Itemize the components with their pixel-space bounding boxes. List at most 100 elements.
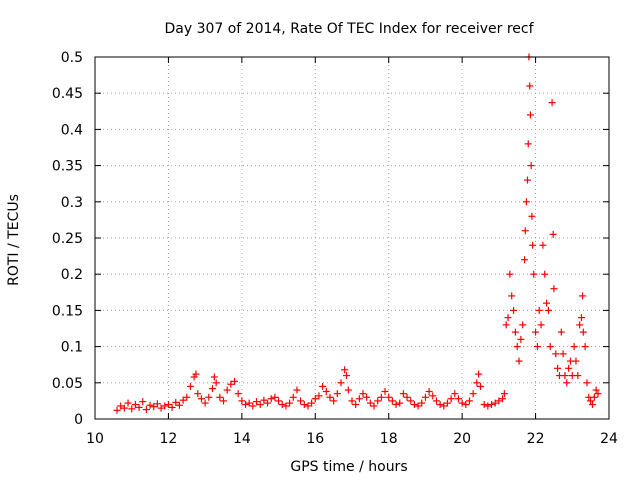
x-tick-label: 14: [233, 431, 251, 447]
data-point: [529, 241, 537, 249]
x-tick-label: 24: [600, 431, 618, 447]
data-point: [359, 390, 367, 398]
data-point: [462, 401, 470, 409]
data-point: [128, 405, 136, 413]
data-point: [506, 270, 514, 278]
data-point: [168, 403, 176, 411]
data-point: [275, 397, 283, 405]
data-point: [293, 386, 301, 394]
data-point: [286, 399, 294, 407]
data-point: [570, 343, 578, 351]
data-point: [511, 328, 519, 336]
data-point: [523, 176, 531, 184]
data-point: [594, 390, 602, 398]
data-point: [139, 398, 147, 406]
data-point: [194, 390, 202, 398]
data-point: [381, 387, 389, 395]
data-point: [500, 390, 508, 398]
data-point: [363, 393, 371, 401]
data-point: [550, 285, 558, 293]
data-point: [370, 402, 378, 410]
data-point: [352, 401, 360, 409]
data-point: [164, 401, 172, 409]
data-point: [548, 99, 556, 107]
data-point: [488, 401, 496, 409]
data-point: [524, 140, 532, 148]
data-point: [539, 241, 547, 249]
data-point: [161, 402, 169, 410]
data-point: [546, 343, 554, 351]
data-point: [549, 230, 557, 238]
data-point: [374, 397, 382, 405]
data-point: [253, 398, 261, 406]
data-point: [348, 397, 356, 405]
data-point: [576, 321, 584, 329]
data-point: [440, 402, 448, 410]
data-point: [366, 399, 374, 407]
data-point: [475, 370, 483, 378]
data-point: [458, 399, 466, 407]
x-tick-label: 22: [527, 431, 545, 447]
data-point: [515, 357, 523, 365]
data-point: [245, 399, 253, 407]
data-point: [526, 82, 534, 90]
data-point: [201, 399, 209, 407]
data-point: [543, 299, 551, 307]
y-tick-label: 0.5: [61, 50, 83, 66]
data-point: [210, 373, 218, 381]
y-tick-label: 0.4: [61, 122, 83, 138]
data-point: [557, 328, 565, 336]
data-point: [208, 385, 216, 393]
grid-lines: [95, 57, 609, 419]
data-point: [311, 395, 319, 403]
data-point: [588, 401, 596, 409]
data-point: [183, 393, 191, 401]
data-point: [552, 350, 560, 358]
data-point: [396, 399, 404, 407]
data-point: [135, 403, 143, 411]
data-point: [521, 256, 529, 264]
data-point: [157, 404, 165, 412]
data-point: [131, 401, 139, 409]
data-point: [521, 227, 529, 235]
data-point: [528, 212, 536, 220]
data-point: [342, 372, 350, 380]
data-point: [260, 396, 268, 404]
data-point: [315, 392, 323, 400]
data-point: [592, 386, 600, 394]
data-point: [319, 382, 327, 390]
data-point: [418, 399, 426, 407]
chart-title: Day 307 of 2014, Rate Of TEC Index for r…: [164, 21, 534, 37]
data-point: [220, 397, 227, 405]
data-point: [473, 379, 481, 387]
data-point: [414, 402, 422, 410]
data-point: [421, 393, 429, 401]
data-point: [579, 292, 587, 300]
data-point: [256, 401, 264, 409]
data-point: [502, 321, 510, 329]
data-point: [429, 392, 437, 400]
data-point: [249, 402, 257, 410]
data-point: [508, 292, 516, 300]
data-point: [583, 379, 591, 387]
data-point: [510, 306, 518, 314]
data-point: [504, 314, 512, 322]
data-point: [227, 380, 235, 388]
data-point: [581, 343, 589, 351]
data-point: [304, 402, 312, 410]
x-tick-label: 16: [306, 431, 324, 447]
data-point: [322, 387, 330, 395]
data-point: [124, 399, 132, 407]
data-point: [590, 393, 598, 401]
data-point: [264, 399, 272, 407]
x-tick-label: 18: [380, 431, 398, 447]
data-point: [385, 393, 393, 401]
data-point: [308, 399, 316, 407]
data-point: [526, 111, 534, 119]
data-point: [205, 393, 213, 401]
data-point: [146, 401, 154, 409]
data-point: [537, 321, 545, 329]
data-point: [113, 406, 121, 414]
data-point: [541, 270, 549, 278]
